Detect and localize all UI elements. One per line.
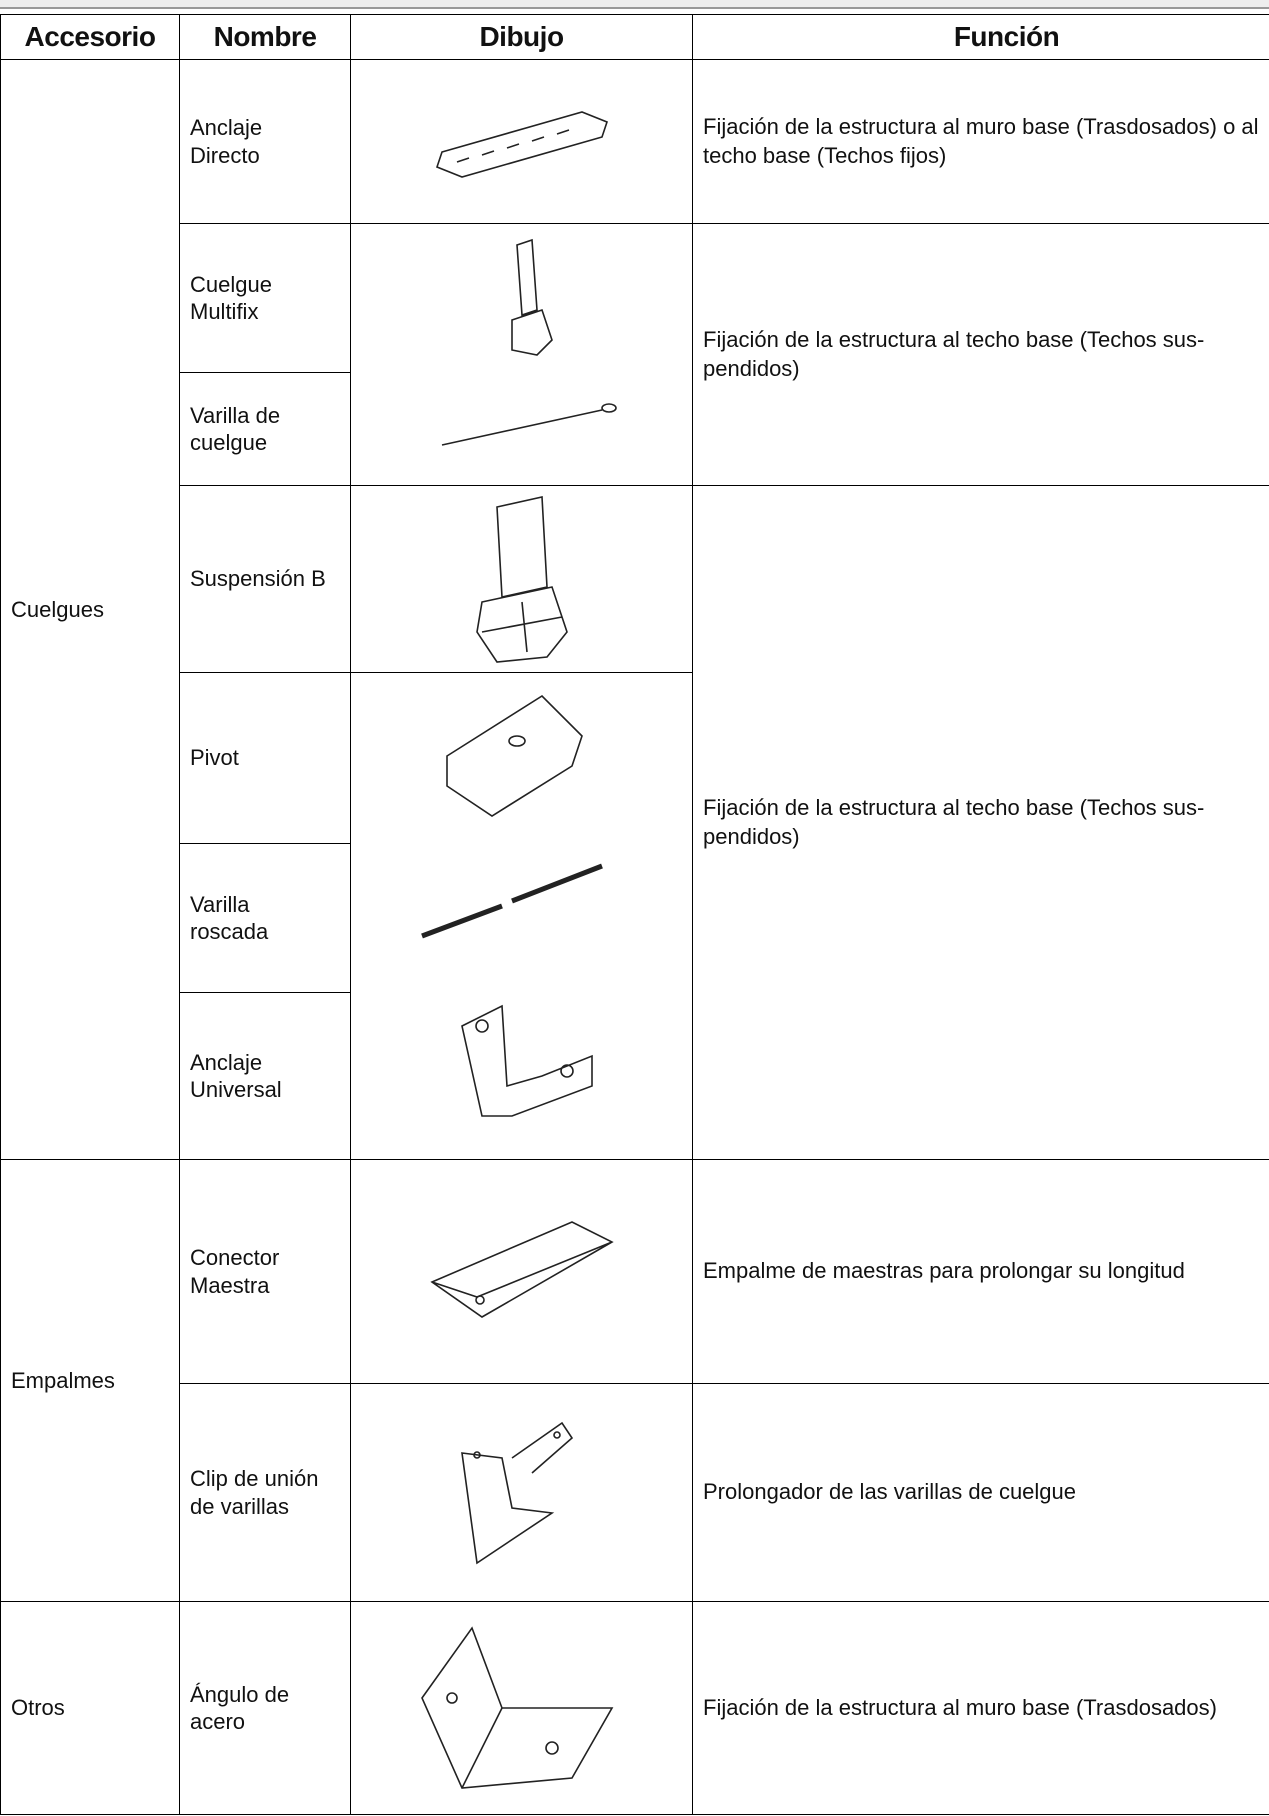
row: Empalmes Conector Maestra Empalme de mae…: [0, 1159, 1269, 1602]
drawing: [350, 485, 693, 673]
nombre-text: Cuelgue Multifix: [190, 271, 272, 325]
drawing: [350, 1159, 693, 1384]
nombre: Pivot: [179, 672, 351, 844]
nombre: Clip de unión de varillas: [179, 1383, 351, 1602]
nombre: Ángulo de acero: [179, 1601, 351, 1815]
nombre-text: Pivot: [190, 745, 239, 771]
row: Clip de unión de varillas Prolongador de…: [1, 1383, 1269, 1602]
nombre: Conector Maestra: [179, 1159, 351, 1384]
funcion: Fijación de la estructura al techo base …: [692, 223, 1269, 486]
row: Pivot: [1, 672, 1269, 1160]
row: Varilla roscada: [1, 843, 1269, 993]
drawing-anclaje-directo: [435, 110, 608, 178]
header-cell: Función: [692, 14, 1269, 60]
nombre: Anclaje Directo: [179, 59, 351, 224]
nombre-text: Ángulo de acero: [190, 1681, 290, 1735]
nombre-text: Anclaje Directo: [190, 115, 263, 168]
row: Cuelgues Anclaje Directo Fijación de la …: [0, 59, 1269, 1160]
drawing-suspension-b: [475, 495, 568, 663]
funcion: Empalme de maestras para prolongar su lo…: [692, 1159, 1269, 1384]
drawing: [350, 672, 693, 1160]
nombre: Varilla de cuelgue: [179, 372, 351, 486]
drawing-clip: [460, 1421, 573, 1564]
funcion: Fijación de la estructura al muro base (…: [692, 59, 1269, 224]
funcion-text: Empalme de maestras para prolongar su lo…: [703, 1258, 1185, 1284]
drawing-pivot-roscada-universal: [420, 694, 603, 1117]
funcion: Fijación de la estructura al muro base (…: [692, 1601, 1269, 1815]
row: Anclaje Universal: [1, 992, 1269, 1160]
funcion-text: Fijación de la estructura al muro base (…: [703, 113, 1259, 168]
funcion-text: Fijación de la estructura al techo base …: [703, 326, 1205, 381]
funcion-text: Fijación de la estructura al muro base (…: [703, 1694, 1217, 1720]
drawing: [350, 59, 693, 224]
accesorio: Cuelgues: [0, 59, 180, 1160]
funcion: Fijación de la estructura al techo base …: [692, 485, 1269, 1160]
header-cell: Dibujo: [350, 14, 693, 60]
header-cell: Nombre: [179, 14, 351, 60]
drawing: [350, 1383, 693, 1602]
funcion: Prolongador de las varillas de cuelgue: [692, 1383, 1269, 1602]
row: Otros Ángulo de acero Fijación de la est…: [0, 1601, 1269, 1815]
drawing-conector: [429, 1220, 614, 1318]
nombre: Cuelgue Multifix: [179, 223, 351, 373]
drawing-angulo: [420, 1626, 613, 1789]
top-border: [0, 0, 1269, 9]
row: Varilla de cuelgue: [1, 372, 1269, 486]
header-row: Accesorio Nombre Dibujo Función: [0, 14, 1269, 60]
row: Suspensión B Fijación de la estructura a…: [1, 485, 1269, 1160]
header-cell: Accesorio: [0, 14, 180, 60]
funcion-text: Prolongador de las varillas de cuelgue: [703, 1479, 1077, 1505]
nombre-text: Varilla de cuelgue: [190, 402, 281, 456]
nombre: Anclaje Universal: [179, 992, 351, 1160]
nombre-text: Varilla roscada: [190, 891, 269, 945]
nombre-text: Anclaje Universal: [190, 1049, 282, 1103]
nombre-text: Suspensión B: [190, 566, 326, 592]
nombre-text: Clip de unión de varillas: [190, 1466, 319, 1519]
accesorio: Otros: [0, 1601, 180, 1815]
nombre: Varilla roscada: [179, 843, 351, 993]
drawing-multifix-varilla: [441, 238, 617, 446]
drawing: [350, 1601, 693, 1815]
nombre-text: Conector Maestra: [190, 1245, 280, 1298]
drawing: [350, 223, 693, 486]
nombre: Suspensión B: [179, 485, 351, 673]
funcion-text: Fijación de la estructura al techo base …: [703, 794, 1205, 849]
accessories-table: Accesorio Nombre Dibujo Función Cuelgues…: [0, 14, 1269, 1815]
accesorio: Empalmes: [0, 1159, 180, 1602]
row: Cuelgue Multifix Fijación de la estructu…: [1, 223, 1269, 486]
